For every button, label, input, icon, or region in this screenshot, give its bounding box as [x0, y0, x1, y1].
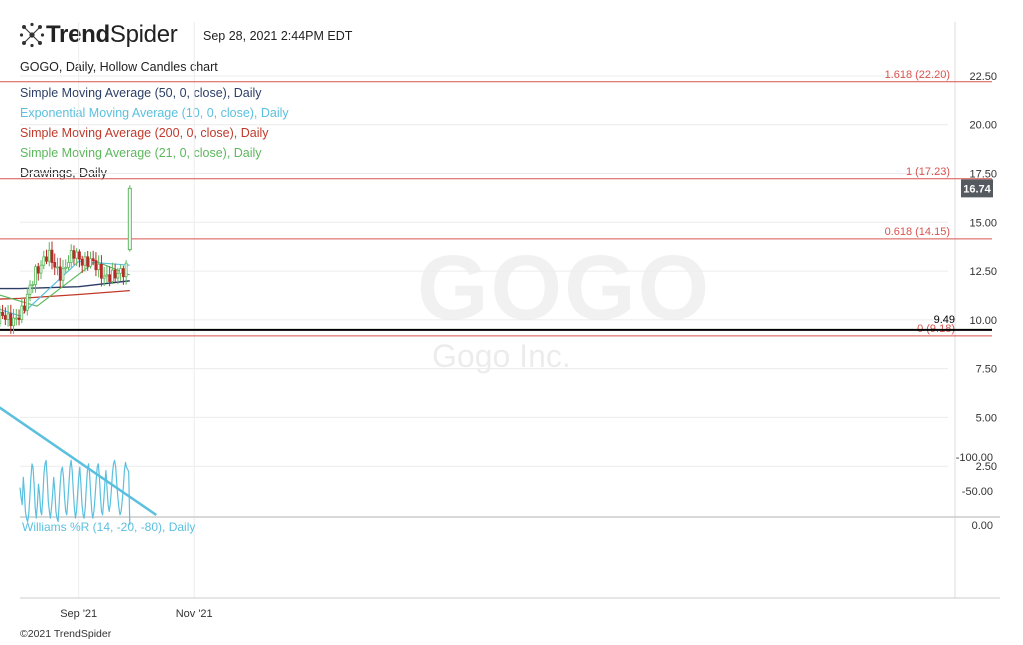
candle-body [1, 311, 4, 316]
y-tick-label: 17.50 [969, 169, 997, 181]
candle-body [124, 262, 128, 278]
candle-body [6, 313, 10, 320]
y-tick-label: 7.50 [976, 364, 997, 376]
watermark-company: Gogo Inc. [432, 338, 571, 374]
legend-sma200[interactable]: Simple Moving Average (200, 0, close), D… [20, 126, 269, 140]
candle-body [25, 293, 29, 311]
candle-body [14, 317, 18, 320]
sma50-line [0, 280, 130, 290]
candle-body [121, 268, 125, 278]
copyright: ©2021 TrendSpider [20, 628, 112, 640]
legend-ema10[interactable]: Exponential Moving Average (10, 0, close… [20, 106, 289, 120]
y-tick-label: 10.00 [969, 315, 997, 327]
trendspider-logo: TrendSpider [18, 20, 178, 50]
candle-body [78, 251, 81, 260]
legend-sma50[interactable]: Simple Moving Average (50, 0, close), Da… [20, 86, 262, 100]
fib-level-label: 1.618 (22.20) [885, 69, 950, 81]
candle-body [3, 315, 7, 320]
candle-body [119, 268, 123, 274]
candle-body [108, 274, 112, 282]
candle-body [100, 263, 103, 279]
candle-body [42, 256, 46, 266]
candle-body [28, 284, 32, 295]
spider-icon [19, 22, 45, 48]
wr-y-tick-label: 0.00 [972, 520, 993, 532]
y-tick-label: 15.00 [969, 217, 997, 229]
sma21-line [0, 260, 131, 307]
candle-body [12, 317, 15, 327]
y-tick-label: 20.00 [969, 120, 997, 132]
ema10-line [0, 260, 130, 317]
y-tick-label: 22.50 [969, 71, 997, 83]
candle-body [53, 262, 57, 268]
candle-body [9, 313, 13, 327]
candle-body [17, 317, 21, 320]
candle-body [89, 258, 92, 267]
candle-body [72, 250, 76, 259]
candle-body [56, 266, 59, 269]
candle-body [80, 258, 84, 266]
candle-body [61, 268, 65, 281]
candle-body [31, 284, 35, 286]
trendline [0, 406, 158, 517]
x-tick-label: Nov '21 [176, 608, 213, 620]
last-price-badge [961, 179, 993, 198]
chart-timestamp: Sep 28, 2021 2:44PM EDT [203, 29, 353, 43]
candle-body [50, 249, 54, 263]
candle-body [110, 269, 114, 282]
candle-body [102, 275, 106, 279]
candle-body [0, 311, 2, 324]
candle-body [94, 260, 98, 271]
fib-level-label: 0.618 (14.15) [885, 226, 950, 238]
wr-line [19, 459, 131, 526]
candle-body [97, 263, 101, 271]
wr-y-tick-label: -100.00 [956, 452, 993, 464]
y-tick-label: 5.00 [976, 412, 997, 424]
sma200-line [0, 289, 130, 300]
candle-body [39, 264, 43, 274]
wr-label: Williams %R (14, -20, -80), Daily [22, 520, 195, 534]
fib-level-label: 1 (17.23) [906, 166, 950, 178]
candle-body [113, 269, 117, 279]
candle-body [86, 256, 90, 267]
candle-body [116, 272, 120, 279]
brand-name: TrendSpider [46, 21, 178, 48]
legend-sma21[interactable]: Simple Moving Average (21, 0, close), Da… [20, 146, 262, 160]
candle-body [58, 266, 62, 281]
candle-body [36, 266, 40, 274]
candle-body [91, 258, 95, 262]
candle-body [20, 305, 24, 320]
candle-body [127, 187, 132, 251]
legend-symbol: GOGO, Daily, Hollow Candles chart [20, 60, 218, 74]
y-tick-label: 12.50 [969, 266, 997, 278]
candle-body [45, 256, 48, 262]
last-price-value: 16.74 [963, 183, 991, 195]
candle-body [47, 249, 51, 262]
candle-body [69, 250, 73, 263]
x-tick-label: Sep '21 [60, 608, 97, 620]
candle-body [34, 266, 37, 285]
wr-y-tick-label: -50.00 [962, 486, 993, 498]
watermark-symbol: GOGO [417, 237, 712, 339]
candle-body [75, 251, 79, 259]
candle-body [105, 274, 109, 277]
candle-body [67, 262, 70, 268]
candle-body [64, 266, 68, 270]
candle-body [83, 256, 87, 266]
legend-drawings[interactable]: Drawings, Daily [20, 166, 107, 180]
candle-body [23, 305, 26, 311]
support-label: 9.49 [934, 314, 955, 326]
y-tick-label: 2.50 [976, 461, 997, 473]
